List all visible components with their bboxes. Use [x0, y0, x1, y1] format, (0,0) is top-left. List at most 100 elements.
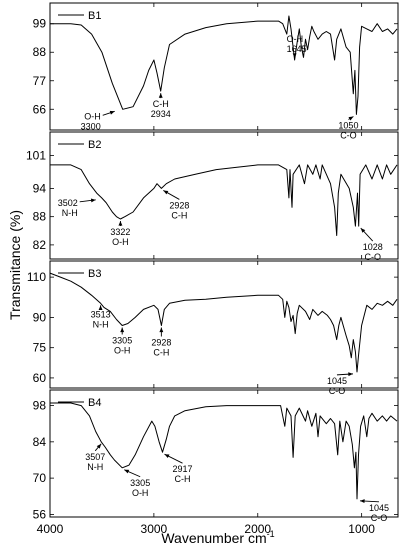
panel-frame [49, 2, 399, 131]
annotation-arrowhead [159, 327, 164, 333]
annotation-text: 3305 [112, 336, 132, 346]
panel-frame [49, 131, 399, 260]
annotation-subtext: N-H [87, 462, 103, 472]
annotation-arrowhead [118, 221, 123, 226]
annotation-arrowhead [348, 372, 353, 377]
y-tick-label: 94 [33, 181, 47, 195]
spectrum-line-b1 [50, 15, 398, 115]
annotation-text: 1045 [327, 376, 347, 386]
annotation-arrowhead [158, 93, 163, 98]
legend-label: B1 [88, 10, 101, 22]
annotation-arrowhead [360, 228, 366, 233]
annotation-arrowhead [109, 110, 115, 115]
y-tick-label: 88 [33, 210, 47, 224]
annotation-subtext: 2934 [151, 109, 171, 119]
annotation-arrowhead [163, 190, 169, 195]
annotation-arrowhead [359, 499, 365, 504]
legend-label: B3 [88, 268, 101, 280]
y-tick-label: 75 [33, 341, 47, 355]
legend-label: B2 [88, 139, 101, 151]
annotation-arrowhead [124, 469, 130, 474]
spectrum-line-b3 [49, 272, 398, 373]
y-tick-label: 99 [33, 17, 47, 31]
annotation-text: 1050 [338, 120, 358, 130]
y-tick-label: 66 [33, 102, 47, 116]
annotation-text: 3322 [110, 227, 130, 237]
annotation-text: O-H [287, 34, 304, 44]
annotation-text: O-H [84, 111, 101, 121]
panels: 99887766B1O-H3300C-H2934O-H16451050C-O10… [26, 2, 399, 523]
x-axis-label-superscript: -1 [267, 529, 275, 539]
y-tick-label: 88 [33, 45, 47, 59]
y-tick-label: 56 [33, 507, 47, 521]
annotation-text: 1045 [369, 503, 389, 513]
annotation-subtext: 3300 [81, 121, 101, 131]
y-tick-label: 70 [33, 471, 47, 485]
annotation-arrowhead [164, 454, 170, 459]
annotation-subtext: C-O [364, 252, 381, 262]
annotation-text: 3305 [130, 478, 150, 488]
y-tick-label: 60 [33, 371, 47, 385]
annotation-arrowhead [90, 198, 96, 203]
panel-frame [49, 389, 399, 518]
annotation-text: 2928 [169, 200, 189, 210]
y-tick-label: 77 [33, 74, 47, 88]
annotation-text: C-H [153, 99, 169, 109]
annotation-arrowhead [348, 116, 354, 121]
x-axis-label: Wavenumber cm-1 [161, 529, 274, 546]
annotation-subtext: C-H [175, 474, 191, 484]
annotation-text: 1028 [363, 242, 383, 252]
x-tick-label: 1000 [348, 522, 375, 536]
spectrum-line-b2 [50, 164, 398, 236]
annotation-arrowhead [292, 53, 297, 59]
annotation-subtext: O-H [114, 346, 131, 356]
x-axis: 4000 3000 2000 1000 [37, 522, 376, 536]
annotation-arrowhead [120, 327, 125, 333]
annotation-arrowhead [98, 305, 103, 310]
annotation-subtext: O-H [132, 488, 149, 498]
annotation-subtext: O-H [112, 237, 129, 247]
annotation-subtext: C-H [153, 348, 169, 358]
y-tick-label: 90 [33, 310, 47, 324]
x-tick-label: 4000 [37, 522, 64, 536]
x-axis-label-text: Wavenumber cm [161, 530, 266, 546]
legend-label: B4 [88, 397, 101, 409]
annotation-arrowhead [96, 443, 102, 449]
y-tick-label: 82 [33, 238, 47, 252]
annotation-subtext: C-O [340, 130, 357, 140]
x-tick-label: 3000 [141, 522, 168, 536]
annotation-subtext: C-O [371, 513, 388, 523]
annotation-text: 2928 [151, 338, 171, 348]
x-tick-label: 2000 [244, 522, 271, 536]
annotation-subtext: 1645 [287, 44, 307, 54]
y-tick-label: 110 [27, 270, 46, 284]
y-tick-label: 84 [33, 435, 47, 449]
annotation-text: 2917 [172, 464, 192, 474]
y-axis-label: Transmitance (%) [7, 210, 23, 320]
y-tick-label: 98 [33, 399, 47, 413]
annotation-subtext: C-O [329, 386, 346, 396]
spectrum-line-b4 [50, 402, 398, 500]
y-tick-label: 101 [26, 149, 46, 163]
annotation-subtext: N-H [93, 319, 109, 329]
panel-frame [49, 260, 399, 389]
annotation-text: 3502 [58, 198, 78, 208]
annotation-text: 3507 [85, 452, 105, 462]
